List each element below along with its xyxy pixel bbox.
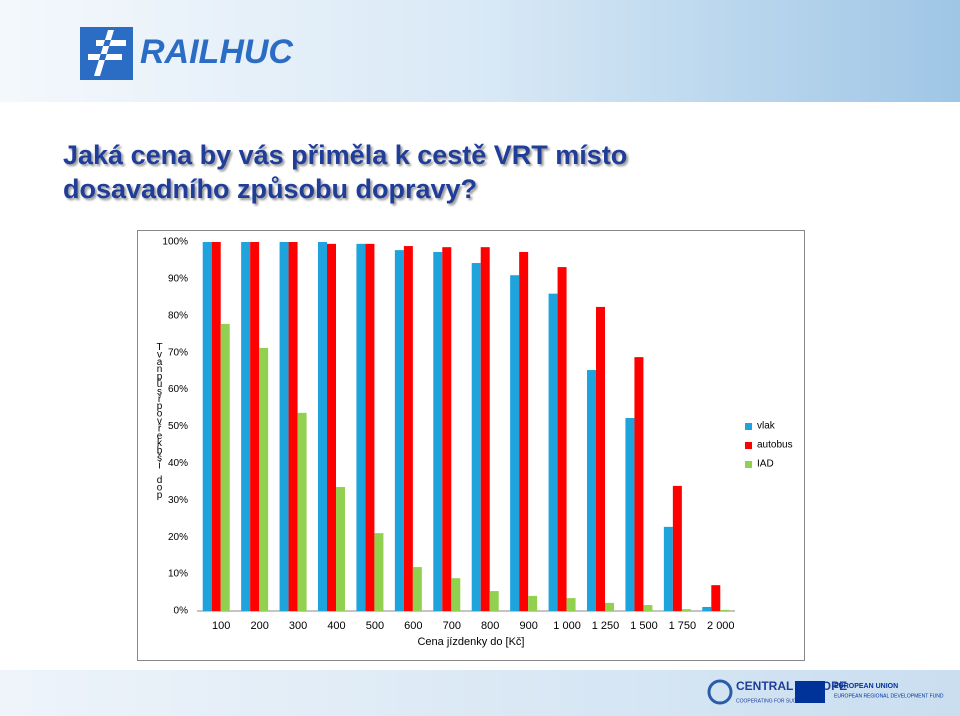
y-tick-label: 30% (168, 495, 188, 506)
bar (403, 246, 413, 611)
bar (605, 602, 614, 611)
x-tick-label: 100 (212, 620, 230, 632)
bar (318, 242, 327, 611)
x-tick-label: 2 000 (707, 620, 735, 632)
bar (548, 293, 558, 611)
bar (365, 243, 375, 611)
y-tick-label: 20% (168, 532, 188, 543)
header-band (0, 0, 960, 102)
x-tick-label: 1 250 (592, 620, 620, 632)
logo-icon (80, 27, 133, 80)
logo-text: RAILHUC (140, 33, 293, 71)
bar (634, 357, 644, 611)
bar (519, 251, 529, 611)
bar (297, 412, 307, 611)
title: Jaká cena by vás přiměla k cestě VRT mís… (63, 140, 628, 204)
y-axis-label: Tvanpůsřpovřekbší dop (154, 342, 165, 498)
bar (451, 578, 461, 611)
footer-motto: COOPERATING FOR SUCCESS. (736, 698, 811, 704)
x-tick-label: 200 (250, 620, 268, 632)
bar (374, 533, 384, 611)
bar (442, 247, 452, 611)
y-tick-label: 90% (168, 274, 188, 285)
x-tick-label: 1 750 (669, 620, 697, 632)
bar (528, 595, 538, 611)
bar (356, 243, 366, 611)
bar (279, 242, 289, 611)
x-tick-label: 900 (519, 620, 537, 632)
legend-label: autobus (757, 440, 793, 451)
y-tick-label: 40% (168, 458, 188, 469)
legend-swatch (745, 442, 752, 449)
bar (211, 242, 221, 611)
bar (220, 323, 230, 611)
x-tick-label: 700 (443, 620, 461, 632)
y-tick-label: 80% (168, 310, 188, 321)
y-tick-label: 50% (168, 421, 188, 432)
x-tick-label: 600 (404, 620, 422, 632)
bar (643, 605, 653, 611)
bar (672, 485, 682, 611)
bar (681, 609, 691, 611)
bar (587, 370, 596, 611)
legend-swatch (745, 461, 752, 468)
bar (480, 247, 490, 611)
bar (702, 606, 712, 611)
x-tick-label: 400 (327, 620, 345, 632)
bar (241, 242, 251, 611)
y-tick-label: 60% (168, 384, 188, 395)
x-tick-label: 1 500 (630, 620, 658, 632)
bar (489, 591, 499, 611)
footer-logos: CENTRAL EUROPE COOPERATING FOR SUCCESS. … (707, 679, 944, 705)
x-tick-label: 500 (366, 620, 384, 632)
bar (625, 418, 635, 611)
bar (288, 242, 298, 611)
bar (412, 567, 422, 611)
bar (557, 267, 567, 611)
y-tick-label: 70% (168, 347, 188, 358)
bar (510, 275, 520, 611)
chart-frame (137, 230, 805, 661)
bar (663, 526, 673, 611)
bar (394, 250, 404, 612)
bar (596, 306, 605, 611)
bar (327, 243, 336, 611)
bar (259, 347, 269, 611)
bar (202, 242, 212, 611)
x-tick-label: 800 (481, 620, 499, 632)
footer-program: CENTRAL EUROPE (736, 679, 847, 693)
bar (720, 609, 730, 611)
footer-fund: EUROPEAN REGIONAL DEVELOPMENT FUND (834, 693, 944, 699)
legend-label: vlak (757, 421, 776, 432)
bar (471, 263, 481, 611)
x-tick-label: 1 000 (553, 620, 581, 632)
y-tick-label: 10% (168, 569, 188, 580)
footer-eu: EUROPEAN UNION (834, 683, 898, 690)
x-tick-label: 300 (289, 620, 307, 632)
y-tick-label: 100% (162, 237, 188, 248)
legend-swatch (745, 423, 752, 430)
bar (433, 251, 443, 611)
legend-label: IAD (757, 459, 774, 470)
bar (250, 242, 260, 611)
bar (711, 585, 721, 611)
x-axis-label: Cena jízdenky do [Kč] (417, 636, 524, 648)
y-tick-label: 0% (174, 606, 189, 617)
bar (566, 598, 576, 611)
bar (336, 487, 345, 611)
